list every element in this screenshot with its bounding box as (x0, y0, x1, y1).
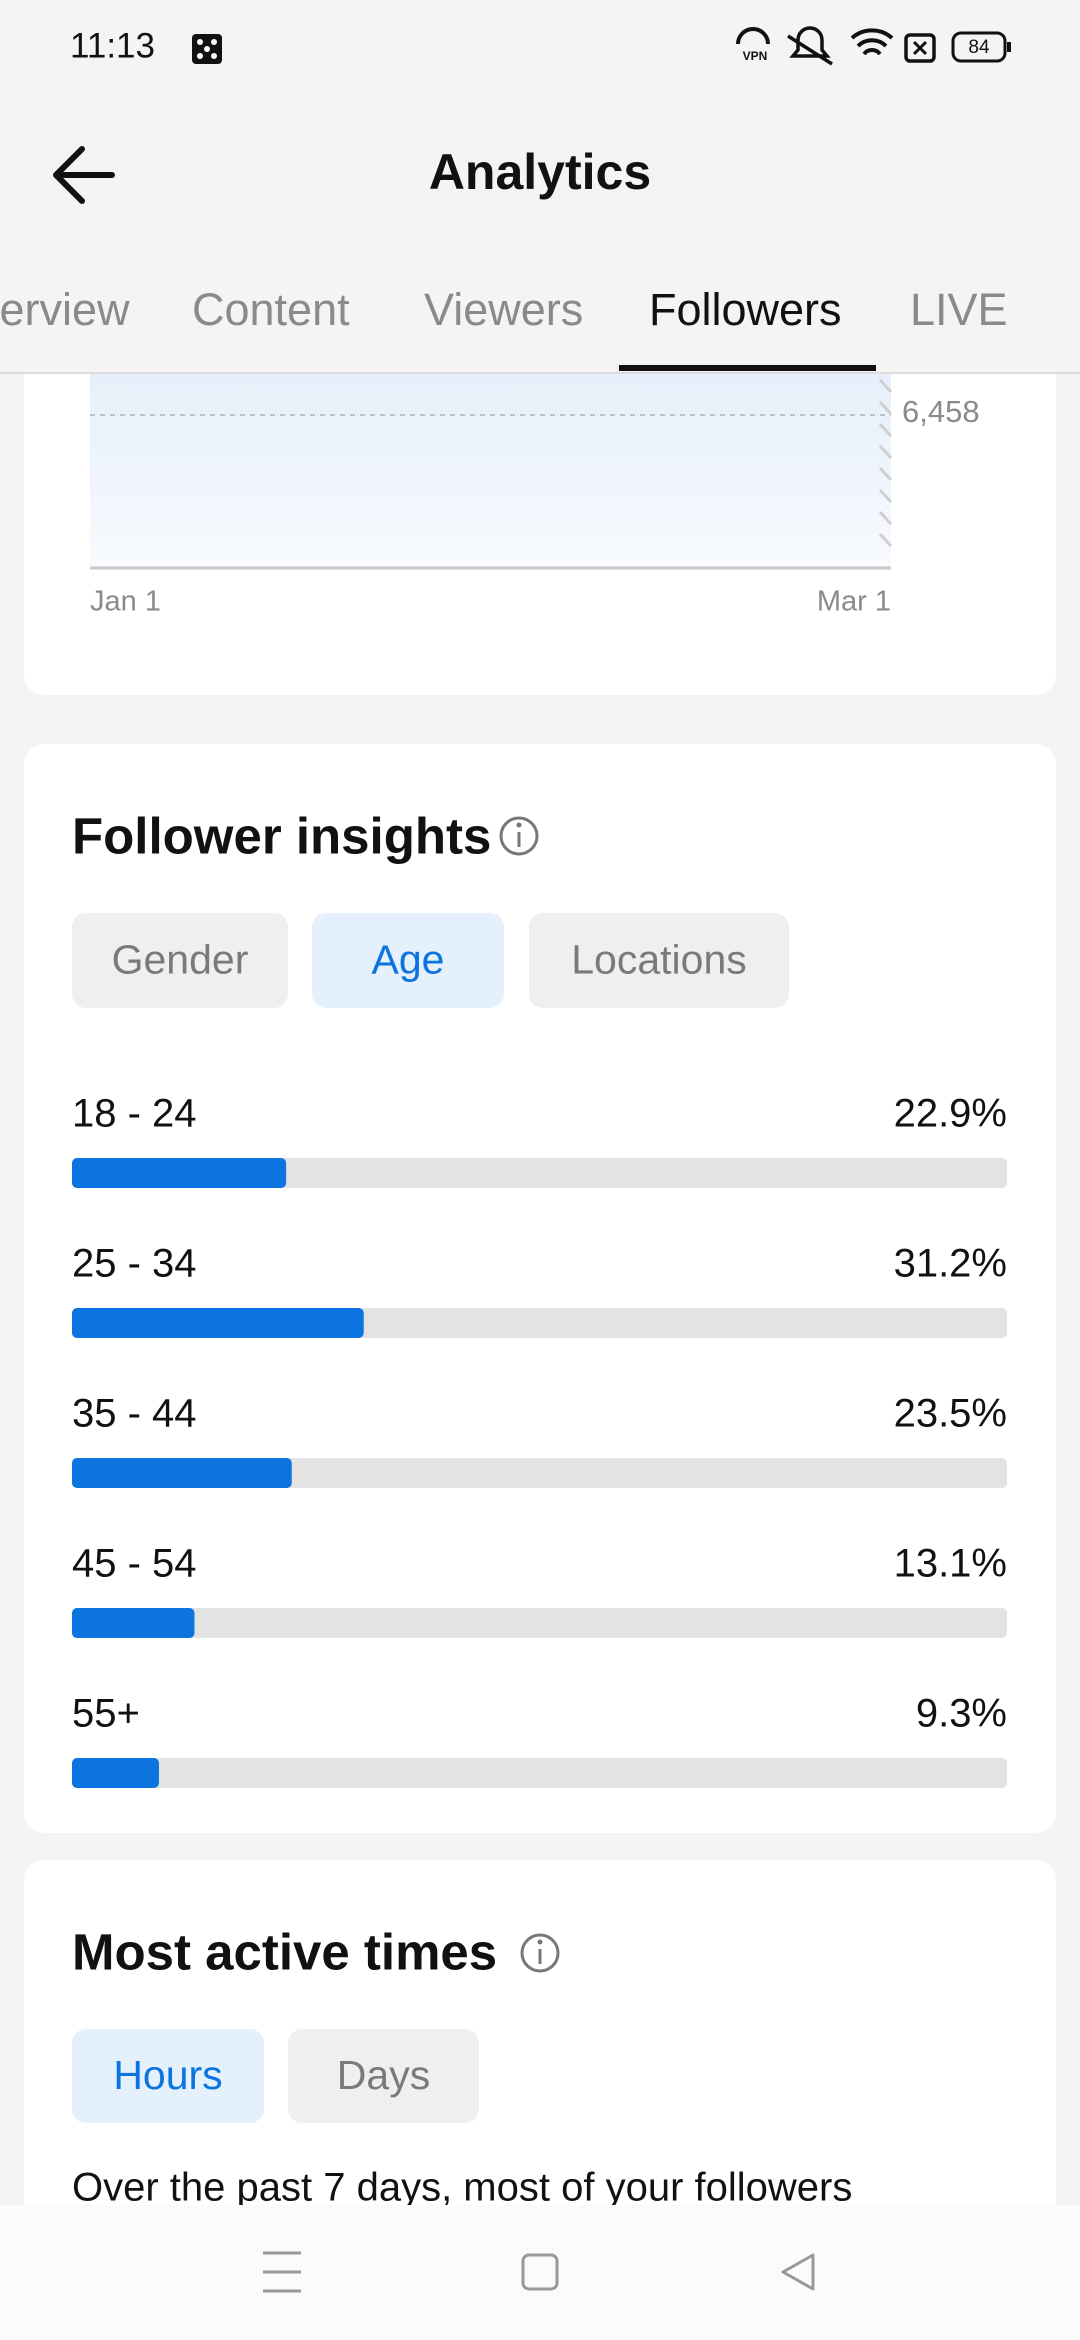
age-label: 18 - 24 (72, 1092, 197, 1136)
value-label: 22.9% (894, 1092, 1007, 1136)
age-label: 35 - 44 (72, 1392, 197, 1436)
tab[interactable]: Overview (0, 284, 130, 335)
sim-x (912, 40, 928, 56)
nav-home[interactable] (521, 2253, 559, 2291)
bar (72, 1608, 195, 1638)
section-title: Follower insights (72, 807, 491, 864)
back-arrow (53, 146, 115, 204)
nav-bar (0, 2205, 1080, 2340)
tabs: Overview Content Viewers Followers LIVE (0, 284, 1008, 371)
age-label: 45 - 54 (72, 1542, 197, 1586)
wifi-icon (850, 28, 894, 56)
sim-icon (904, 33, 936, 63)
value-label: 23.5% (894, 1392, 1007, 1436)
chart-area (90, 374, 891, 568)
chip-group: Gender Age Locations (72, 913, 789, 1008)
mute-icon (787, 26, 833, 66)
tab-indicator (619, 365, 876, 371)
x-label: Jan 1 (90, 586, 161, 618)
value-label: 13.1% (894, 1542, 1007, 1586)
age-label: 25 - 34 (72, 1242, 197, 1286)
summary-text: Over the past 7 days, most of your follo… (72, 2166, 852, 2210)
info-circle[interactable] (499, 816, 539, 856)
battery-level: 84 (968, 37, 990, 58)
info-circle[interactable] (520, 1933, 560, 1973)
info-icon[interactable] (499, 816, 539, 856)
tab[interactable]: Followers (649, 284, 842, 335)
chip-label[interactable]: Gender (112, 936, 249, 982)
chip-label[interactable]: Hours (113, 2052, 222, 2098)
info-dot (516, 822, 522, 828)
chip-label[interactable]: Age (372, 936, 445, 982)
value-label: 9.3% (916, 1692, 1007, 1736)
back-button[interactable] (40, 135, 130, 215)
chip-group: Hours Days (72, 2029, 479, 2123)
age-label: 55+ (72, 1692, 140, 1736)
nav-menu[interactable] (263, 2251, 301, 2293)
tab[interactable]: Content (192, 284, 350, 335)
tab[interactable]: LIVE (910, 284, 1008, 335)
vpn-icon (736, 27, 770, 45)
hatch (878, 378, 893, 548)
vpn-label: VPN (743, 49, 768, 63)
bar-track (72, 1608, 1007, 1638)
bar (72, 1308, 364, 1338)
info-icon[interactable] (520, 1933, 560, 1973)
status-icon-dots (197, 39, 217, 59)
reference-label: 6,458 (902, 394, 980, 429)
section-title: Most active times (72, 1923, 497, 1980)
bar (72, 1458, 292, 1488)
chip[interactable] (312, 913, 504, 1008)
battery-icon (951, 31, 1007, 63)
chip[interactable] (288, 2029, 479, 2123)
bar (72, 1758, 159, 1788)
bar-track (72, 1758, 1007, 1788)
header-title: Analytics (429, 144, 651, 200)
chip[interactable] (529, 913, 789, 1008)
bar (72, 1158, 287, 1188)
card (24, 744, 1056, 1833)
chip-label[interactable]: Locations (571, 936, 747, 982)
battery-tip (1007, 42, 1011, 52)
bar-track (72, 1158, 1007, 1188)
tab-divider (0, 372, 1080, 374)
chip[interactable] (72, 2029, 264, 2123)
x-label: Mar 1 (817, 586, 891, 618)
info-dot (537, 1939, 543, 1945)
nav-back[interactable] (781, 2253, 815, 2291)
age-bars: 18 - 24 22.9% 25 - 34 31.2% 35 - 44 23.5% 45 -… (72, 1092, 1007, 1788)
bar-track (72, 1458, 1007, 1488)
chip[interactable] (72, 913, 288, 1008)
tab[interactable]: Viewers (424, 284, 583, 335)
value-label: 31.2% (894, 1242, 1007, 1286)
status-time: 11:13 (70, 26, 155, 65)
chip-label[interactable]: Days (337, 2052, 430, 2098)
